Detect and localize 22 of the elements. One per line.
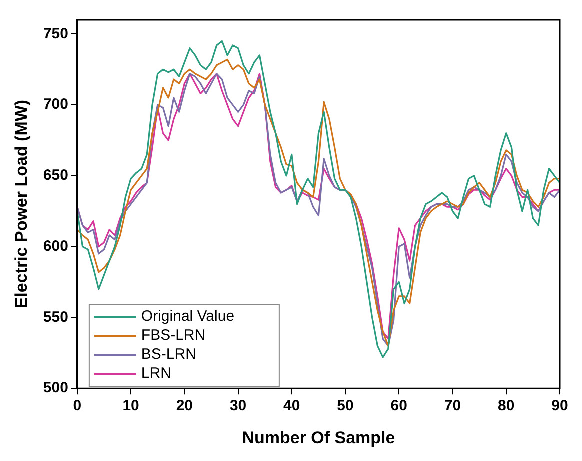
legend-label: BS-LRN bbox=[141, 346, 196, 364]
y-tick-label: 550 bbox=[43, 308, 68, 326]
y-tick-label: 700 bbox=[43, 96, 68, 114]
x-tick-label: 80 bbox=[498, 398, 515, 415]
x-tick-label: 50 bbox=[337, 398, 354, 415]
x-tick-label: 40 bbox=[284, 398, 300, 415]
x-tick-label: 90 bbox=[552, 398, 568, 415]
x-axis-title: Number Of Sample bbox=[242, 428, 396, 448]
y-tick-label: 600 bbox=[43, 238, 68, 255]
x-tick-label: 60 bbox=[390, 398, 408, 415]
x-tick-label: 20 bbox=[176, 398, 194, 415]
y-tick-label: 500 bbox=[43, 380, 68, 397]
x-tick-label: 30 bbox=[230, 398, 247, 415]
y-tick-label: 650 bbox=[43, 167, 68, 184]
x-tick-label: 10 bbox=[122, 398, 140, 415]
x-tick-label: 70 bbox=[444, 398, 462, 415]
legend-label: Original Value bbox=[141, 308, 235, 326]
legend-label: FBS-LRN bbox=[141, 327, 206, 344]
legend-label: LRN bbox=[141, 365, 172, 382]
x-tick-label: 0 bbox=[73, 398, 82, 415]
y-tick-label: 750 bbox=[43, 25, 68, 42]
y-axis-title: Electric Power Load (MW) bbox=[12, 100, 31, 309]
